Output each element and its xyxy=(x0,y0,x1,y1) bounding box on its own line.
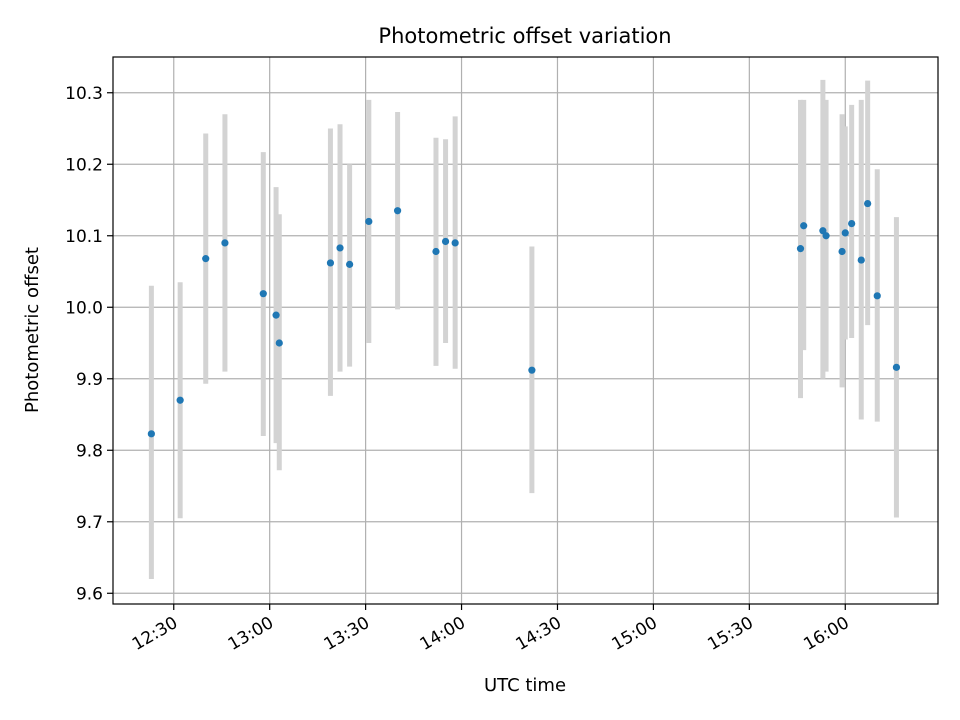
x-tick-label: 12:30 xyxy=(129,613,181,655)
y-tick-label: 10.0 xyxy=(65,298,103,318)
x-axis-label: UTC time xyxy=(484,675,566,696)
y-tick-label: 10.2 xyxy=(65,155,103,175)
data-point xyxy=(393,207,402,215)
y-tick-label: 9.7 xyxy=(76,513,103,533)
data-point xyxy=(147,430,155,438)
data-point xyxy=(848,220,856,228)
y-axis-label: Photometric offset xyxy=(22,247,43,413)
x-tick-label: 14:30 xyxy=(513,613,565,655)
data-point xyxy=(838,247,846,256)
x-tick-label: 15:00 xyxy=(608,613,660,655)
axis-ticks: 12:30 13:00 13:30 14:00 14:30 15:00 15:30 16:00… xyxy=(65,84,853,655)
y-tick-label: 10.1 xyxy=(65,227,103,247)
y-tick-label: 9.8 xyxy=(76,441,103,461)
data-point xyxy=(822,232,830,240)
x-tick-label: 13:30 xyxy=(321,613,373,655)
x-tick-label: 15:30 xyxy=(704,613,756,655)
data-point xyxy=(275,339,283,347)
data-point xyxy=(841,229,849,237)
data-point xyxy=(346,260,354,268)
error-bars xyxy=(148,79,899,579)
data-point xyxy=(451,239,459,247)
data-point xyxy=(326,259,335,267)
data-point xyxy=(873,292,881,300)
grid-layer xyxy=(113,57,938,604)
plot-frame xyxy=(112,56,939,605)
data-point xyxy=(441,237,450,246)
y-tick-label: 9.6 xyxy=(76,584,103,604)
data-point xyxy=(272,311,280,319)
data-point xyxy=(202,255,210,263)
data-points xyxy=(147,199,901,438)
chart-title: Photometric offset variation xyxy=(378,24,671,48)
data-point xyxy=(176,396,184,404)
y-tick-label: 9.9 xyxy=(76,370,103,390)
data-point xyxy=(864,199,872,208)
data-point xyxy=(528,366,536,374)
data-point xyxy=(857,256,865,264)
data-point xyxy=(221,239,229,247)
data-point xyxy=(892,363,901,371)
data-point xyxy=(336,244,344,252)
data-point xyxy=(259,290,267,298)
data-point xyxy=(796,245,805,253)
data-point xyxy=(432,247,440,256)
x-tick-label: 14:00 xyxy=(417,613,469,655)
x-tick-label: 13:00 xyxy=(225,613,277,655)
y-tick-label: 10.3 xyxy=(65,84,103,104)
data-point xyxy=(800,222,808,230)
data-point xyxy=(365,217,373,226)
x-tick-label: 16:00 xyxy=(800,613,852,655)
